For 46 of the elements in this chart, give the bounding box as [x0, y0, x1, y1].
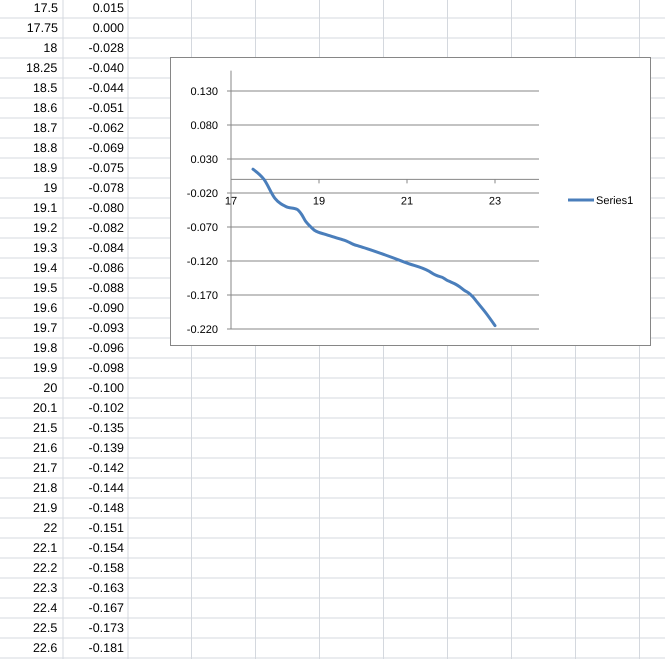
text: 19.4 -0.086	[32, 261, 124, 275]
text: 18 -0.028	[43, 41, 124, 55]
y-tick-label: 0.080	[190, 120, 218, 132]
text: 19.7 -0.093	[32, 321, 124, 335]
x-tick-label: 17	[224, 195, 238, 208]
text: 18.7 -0.062	[32, 121, 124, 135]
y-tick-label: -0.020	[186, 188, 218, 200]
text: 21.9 -0.148	[32, 501, 124, 515]
y-tick-label: -0.220	[186, 324, 218, 336]
text: 19.6 -0.090	[32, 301, 124, 315]
text: 19.5 -0.088	[32, 281, 124, 295]
text: 19.3 -0.084	[32, 241, 124, 255]
text: 19.9 -0.098	[32, 361, 124, 375]
legend-label: Series1	[596, 195, 634, 207]
text: 18.9 -0.075	[32, 161, 124, 175]
text: 19.1 -0.080	[32, 201, 124, 215]
text: 19.8 -0.096	[32, 341, 124, 355]
text: 22.1 -0.154	[32, 541, 124, 555]
text: 20 -0.100	[43, 381, 124, 395]
text: 18.5 -0.044	[32, 81, 124, 95]
text: 18.6 -0.051	[32, 101, 124, 115]
text: 18.8 -0.069	[32, 141, 124, 155]
text: 21.5 -0.135	[32, 421, 124, 435]
text: 20.1 -0.102	[32, 401, 124, 415]
text: 17.5 0.015	[34, 1, 124, 15]
x-tick-label: 21	[400, 195, 414, 208]
y-tick-label: 0.030	[190, 154, 218, 166]
text: 17.75 0.000	[26, 21, 124, 35]
text: 22 -0.151	[43, 521, 124, 535]
y-tick-label: 0.130	[190, 86, 218, 98]
text: 19 -0.078	[43, 181, 124, 195]
text: 22.5 -0.173	[32, 621, 124, 635]
x-tick-label: 23	[488, 195, 502, 208]
y-tick-label: -0.120	[186, 256, 218, 268]
y-tick-label: -0.170	[186, 290, 218, 302]
text: 22.2 -0.158	[32, 561, 124, 575]
text: 21.6 -0.139	[32, 441, 124, 455]
x-tick-label: 19	[312, 195, 326, 208]
y-tick-label: -0.070	[186, 222, 218, 234]
text: 21.7 -0.142	[32, 461, 124, 475]
text: 22.4 -0.167	[32, 601, 124, 615]
text: 22.3 -0.163	[32, 581, 124, 595]
text: 22.6 -0.181	[32, 641, 124, 655]
text: 18.25 -0.040	[26, 61, 124, 75]
text: 19.2 -0.082	[32, 221, 124, 235]
text: 21.8 -0.144	[32, 481, 124, 495]
